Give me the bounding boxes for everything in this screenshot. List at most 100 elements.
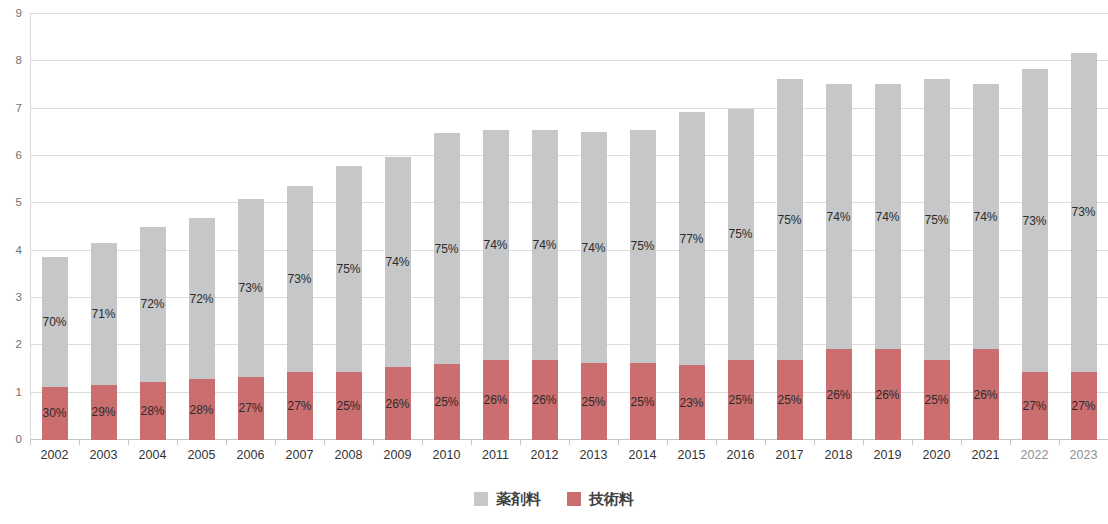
- x-tick-label-2021: 2021: [961, 449, 1010, 462]
- segment-label-薬剤料-2012: 74%: [532, 239, 556, 251]
- x-tick-label-2022: 2022: [1010, 449, 1059, 462]
- segment-label-技術料-2009: 26%: [385, 398, 409, 410]
- segment-label-薬剤料-2022: 73%: [1022, 215, 1046, 227]
- x-axis-tick: [275, 440, 276, 445]
- bar-group-2003: 29% 71%: [91, 14, 117, 440]
- bar-group-2018: 26% 74%: [826, 14, 852, 440]
- x-tick-label-2002: 2002: [30, 449, 79, 462]
- bar-group-2016: 25%75%: [728, 14, 754, 440]
- bar-group-2006: 27% 73%: [238, 14, 264, 440]
- x-axis-tick: [863, 440, 864, 445]
- segment-label-薬剤料-2008: 75%: [336, 263, 360, 275]
- segment-label-薬剤料-2015: 77%: [679, 233, 703, 245]
- segment-label-薬剤料-2005: 72%: [189, 293, 213, 305]
- y-tick-label: 6: [0, 150, 22, 162]
- x-axis-tick: [177, 440, 178, 445]
- x-tick-label-2006: 2006: [226, 449, 275, 462]
- plot-area: 30%70%29%71%28%72%28%72%27%73%27%73%25%7…: [30, 14, 1108, 440]
- bar-group-2002: 30% 70%: [42, 14, 68, 440]
- bar-group-2007: 27% 73%: [287, 14, 313, 440]
- y-tick-label: 8: [0, 55, 22, 67]
- y-tick-label: 1: [0, 387, 22, 399]
- x-axis-tick: [569, 440, 570, 445]
- x-tick-label-2023: 2023: [1059, 449, 1108, 462]
- segment-label-技術料-2013: 25%: [581, 396, 605, 408]
- legend-label: 薬剤料: [496, 491, 541, 506]
- bar-group-2004: 28% 72%: [140, 14, 166, 440]
- x-axis-tick: [471, 440, 472, 445]
- x-tick-label-2009: 2009: [373, 449, 422, 462]
- segment-label-薬剤料-2020: 75%: [924, 214, 948, 226]
- legend: 薬剤料 技術料: [0, 491, 1108, 506]
- y-tick-label: 2: [0, 339, 22, 351]
- stacked-bar-chart: 30%70%29%71%28%72%28%72%27%73%27%73%25%7…: [0, 0, 1108, 524]
- segment-label-薬剤料-2010: 75%: [434, 243, 458, 255]
- segment-label-技術料-2012: 26%: [532, 394, 556, 406]
- x-tick-label-2004: 2004: [128, 449, 177, 462]
- segment-label-薬剤料-2002: 70%: [42, 316, 66, 328]
- bar-group-2021: 26%74%: [973, 14, 999, 440]
- bar-group-2010: 25% 75%: [434, 14, 460, 440]
- y-tick-label: 3: [0, 292, 22, 304]
- bar-group-2009: 26% 74%: [385, 14, 411, 440]
- segment-label-技術料-2005: 28%: [189, 404, 213, 416]
- bar-group-2013: 25%74%: [581, 14, 607, 440]
- legend-item-薬剤料: 薬剤料: [474, 491, 541, 506]
- y-tick-label: 4: [0, 245, 22, 257]
- x-tick-label-2014: 2014: [618, 449, 667, 462]
- y-tick-label: 7: [0, 103, 22, 115]
- segment-label-技術料-2008: 25%: [336, 400, 360, 412]
- segment-label-技術料-2011: 26%: [483, 394, 507, 406]
- x-axis-tick: [667, 440, 668, 445]
- bar-group-2011: 26% 74%: [483, 14, 509, 440]
- segment-label-技術料-2007: 27%: [287, 400, 311, 412]
- y-tick-label: 5: [0, 197, 22, 209]
- segment-label-技術料-2004: 28%: [140, 405, 164, 417]
- segment-label-技術料-2003: 29%: [91, 406, 115, 418]
- bar-group-2015: 23% 77%: [679, 14, 705, 440]
- x-tick-label-2013: 2013: [569, 449, 618, 462]
- segment-label-技術料-2006: 27%: [238, 402, 262, 414]
- bar-group-2020: 25% 75%: [924, 14, 950, 440]
- segment-label-薬剤料-2009: 74%: [385, 256, 409, 268]
- legend-item-技術料: 技術料: [567, 491, 634, 506]
- segment-label-薬剤料-2011: 74%: [483, 239, 507, 251]
- segment-label-薬剤料-2023: 73%: [1071, 206, 1095, 218]
- x-tick-label-2017: 2017: [765, 449, 814, 462]
- segment-label-薬剤料-2007: 73%: [287, 273, 311, 285]
- segment-label-技術料-2014: 25%: [630, 396, 654, 408]
- segment-label-薬剤料-2014: 75%: [630, 240, 654, 252]
- x-tick-label-2005: 2005: [177, 449, 226, 462]
- legend-swatch-icon: [567, 492, 581, 506]
- bar-group-2014: 25% 75%: [630, 14, 656, 440]
- segment-label-技術料-2016: 25%: [728, 394, 752, 406]
- legend-swatch-icon: [474, 492, 488, 506]
- x-axis-tick: [422, 440, 423, 445]
- segment-label-技術料-2019: 26%: [875, 389, 899, 401]
- segment-label-技術料-2002: 30%: [42, 407, 66, 419]
- segment-label-薬剤料-2006: 73%: [238, 282, 262, 294]
- segment-label-技術料-2015: 23%: [679, 397, 703, 409]
- segment-label-技術料-2023: 27%: [1071, 400, 1095, 412]
- segment-label-薬剤料-2004: 72%: [140, 298, 164, 310]
- segment-label-技術料-2018: 26%: [826, 389, 850, 401]
- segment-label-薬剤料-2018: 74%: [826, 211, 850, 223]
- x-axis-tick: [79, 440, 80, 445]
- x-axis-tick: [716, 440, 717, 445]
- segment-label-技術料-2020: 25%: [924, 394, 948, 406]
- x-axis-tick: [226, 440, 227, 445]
- x-tick-label-2010: 2010: [422, 449, 471, 462]
- segment-label-薬剤料-2003: 71%: [91, 308, 115, 320]
- x-axis-tick: [324, 440, 325, 445]
- segment-label-技術料-2017: 25%: [777, 394, 801, 406]
- x-tick-label-2011: 2011: [471, 449, 520, 462]
- bar-group-2008: 25% 75%: [336, 14, 362, 440]
- bar-group-2022: 27%73%: [1022, 14, 1048, 440]
- x-tick-label-2007: 2007: [275, 449, 324, 462]
- segment-label-技術料-2010: 25%: [434, 396, 458, 408]
- x-tick-label-2003: 2003: [79, 449, 128, 462]
- bar-group-2023: 27% 73%: [1071, 14, 1097, 440]
- x-axis-tick: [30, 440, 31, 445]
- x-tick-label-2016: 2016: [716, 449, 765, 462]
- x-tick-label-2018: 2018: [814, 449, 863, 462]
